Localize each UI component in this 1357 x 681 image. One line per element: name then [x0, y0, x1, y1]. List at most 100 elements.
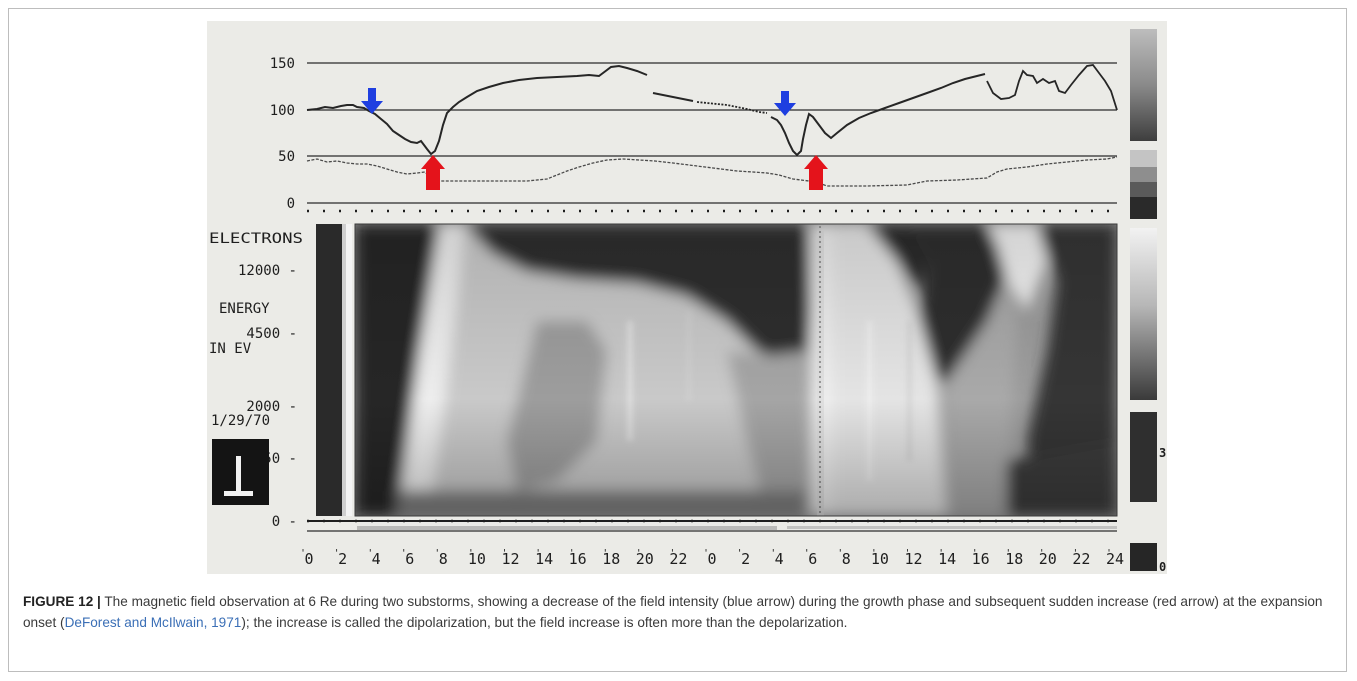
instrument-symbol — [212, 439, 269, 505]
x-tick-label: 10 — [871, 550, 889, 568]
x-tick-mark: ' — [1072, 548, 1078, 559]
x-tick-label: 16 — [972, 550, 990, 568]
caption-text-after-citation: ); the increase is called the dipolariza… — [241, 615, 848, 630]
x-tick-label: 0 — [707, 550, 716, 568]
scale-bar-steps-1 — [1130, 150, 1157, 167]
gray-scale-bars: 3 0 — [1130, 29, 1166, 574]
caption-citation-link[interactable]: DeForest and McIlwain, 1971 — [64, 615, 242, 630]
scale-bar-steps-2 — [1130, 167, 1157, 182]
x-tick-mark: ' — [334, 548, 340, 559]
scale-bar-field — [1130, 29, 1157, 141]
x-tick-label: 6 — [808, 550, 817, 568]
x-tick-mark: ' — [804, 548, 810, 559]
blue-arrow-growth-phase-1 — [361, 88, 383, 114]
reference-strip-edge — [342, 224, 346, 516]
x-tick-label: 4 — [372, 550, 381, 568]
scale-bar-steps-4 — [1130, 197, 1157, 219]
x-tick-mark: ' — [636, 548, 642, 559]
x-tick-mark: ' — [300, 548, 306, 559]
x-tick-mark: ' — [535, 548, 541, 559]
x-tick-mark: ' — [905, 548, 911, 559]
x-tick-label: 24 — [1106, 550, 1124, 568]
x-tick-label: 22 — [1072, 550, 1090, 568]
field-trace-upper-seg3 — [696, 101, 768, 114]
x-tick-label: 12 — [501, 550, 519, 568]
x-tick-mark: ' — [468, 548, 474, 559]
scale-bar-spectrum — [1130, 228, 1157, 400]
energy-tick-4500: 4500 - — [246, 326, 297, 342]
x-tick-label: 12 — [904, 550, 922, 568]
red-arrow-expansion-onset-1 — [421, 155, 445, 190]
field-trace-upper-seg4 — [770, 73, 986, 157]
energy-tick-12000: 12000 - — [238, 263, 297, 279]
electrons-label: ELECTRONS — [209, 231, 303, 247]
y-axis-ticks: 150 100 50 0 — [270, 56, 295, 212]
x-tick-label: 22 — [669, 550, 687, 568]
y-tick-100: 100 — [270, 103, 295, 119]
x-tick-label: 18 — [1005, 550, 1023, 568]
x-tick-mark: ' — [1106, 548, 1112, 559]
y-tick-150: 150 — [270, 56, 295, 72]
x-tick-mark: ' — [669, 548, 675, 559]
x-tick-mark: ' — [367, 548, 373, 559]
x-tick-mark: ' — [602, 548, 608, 559]
x-tick-label: 18 — [602, 550, 620, 568]
reference-strip — [316, 224, 342, 516]
caption-label: FIGURE 12 | — [23, 594, 101, 609]
field-trace-upper — [306, 64, 648, 156]
scale-bar-steps-3 — [1130, 182, 1157, 197]
spectrogram-labels: ELECTRONS 12000 - ENERGY 4500 - IN EV 20… — [209, 231, 303, 530]
blue-arrow-growth-phase-2 — [774, 91, 796, 116]
scale-bar-dark-2 — [1130, 543, 1157, 571]
right-tick-0: 0 — [1159, 560, 1166, 574]
x-tick-mark: ' — [401, 548, 407, 559]
magnetic-field-panel: 150 100 50 0 — [270, 56, 1118, 213]
x-tick-mark: ' — [938, 548, 944, 559]
x-tick-label: 10 — [468, 550, 486, 568]
bottom-strip — [307, 519, 1117, 532]
scale-bar-dark-1 — [1130, 412, 1157, 502]
x-tick-label: 16 — [569, 550, 587, 568]
red-arrow-expansion-onset-2 — [804, 155, 828, 190]
x-tick-label: 2 — [741, 550, 750, 568]
y-gridlines — [307, 62, 1117, 204]
right-tick-3: 3 — [1159, 446, 1166, 460]
electron-spectrogram — [355, 224, 1117, 516]
x-tick-mark: ' — [1039, 548, 1045, 559]
x-tick-label: 0 — [304, 550, 313, 568]
x-tick-mark: ' — [434, 548, 440, 559]
x-tick-label: 6 — [405, 550, 414, 568]
y-tick-50: 50 — [278, 149, 295, 165]
spectrogram-border — [354, 223, 1118, 517]
x-tick-mark: ' — [569, 548, 575, 559]
x-tick-label: 20 — [636, 550, 654, 568]
figure-caption: FIGURE 12 | The magnetic field observati… — [23, 591, 1328, 633]
x-tick-label: 2 — [338, 550, 347, 568]
field-trace-lower — [306, 156, 1118, 187]
x-tick-label: 8 — [842, 550, 851, 568]
x-tick-label: 20 — [1039, 550, 1057, 568]
x-tick-mark: ' — [703, 548, 709, 559]
caption-text-before-citation: The magnetic field observation at 6 Re d… — [23, 594, 1323, 630]
x-tick-label: 8 — [439, 550, 448, 568]
x-tick-label: 14 — [535, 550, 553, 568]
figure-frame: 150 100 50 0 — [8, 8, 1347, 672]
x-axis-ticks: 0' 2' 4' 6' 8' 10' 12' 14' 16' 18' 20' 22' 0' 2' 4' 6' 8… — [300, 548, 1124, 568]
y-tick-0: 0 — [287, 196, 295, 212]
energy-tick-0: 0 - — [272, 514, 297, 530]
energy-label: ENERGY — [219, 301, 270, 317]
x-tick-label: 14 — [938, 550, 956, 568]
x-tick-mark: ' — [972, 548, 978, 559]
x-tick-mark: ' — [837, 548, 843, 559]
field-trace-upper-seg2 — [652, 92, 694, 102]
x-tick-mark: ' — [1005, 548, 1011, 559]
energy-tick-2000: 2000 - — [246, 399, 297, 415]
magnetic-field-figure: 150 100 50 0 — [207, 21, 1167, 574]
x-tick-mark: ' — [871, 548, 877, 559]
date-label: 1/29/70 — [211, 413, 270, 429]
field-trace-upper-seg5 — [986, 64, 1118, 111]
energy-unit-label: IN EV — [209, 341, 252, 357]
x-tick-mark: ' — [502, 548, 508, 559]
x-tick-mark: ' — [737, 548, 743, 559]
x-tick-label: 4 — [775, 550, 784, 568]
